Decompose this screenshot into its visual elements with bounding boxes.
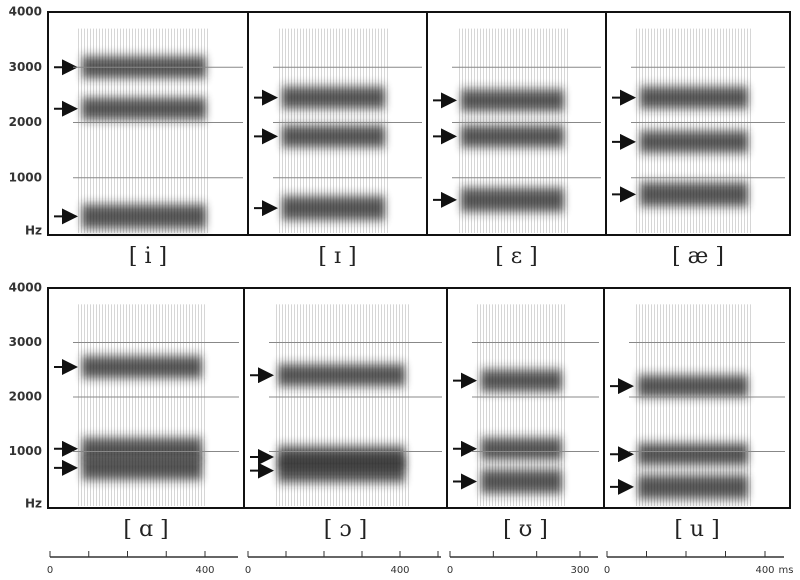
formant-band	[640, 86, 748, 109]
spectrogram-panel	[247, 11, 428, 236]
y-axis-label: 4000	[9, 5, 42, 19]
time-label: 300	[570, 565, 589, 576]
time-label: 0	[47, 565, 53, 576]
vowel-label: [ u ]	[674, 517, 719, 542]
formant-band	[638, 474, 748, 499]
formant-band	[282, 196, 385, 221]
spectrogram-panel	[243, 287, 448, 509]
y-axis-label: 4000	[9, 281, 42, 295]
spectrogram-panel	[47, 287, 245, 509]
y-axis-label: Hz	[25, 224, 42, 238]
formant-band	[282, 86, 385, 109]
y-axis-label: 3000	[9, 335, 42, 349]
panel-frame	[605, 11, 791, 236]
vowel-label: [ æ ]	[672, 244, 724, 269]
formant-band	[638, 443, 748, 466]
vowel-label: [ ʊ ]	[503, 517, 548, 542]
formant-band	[640, 130, 748, 153]
formant-band	[82, 97, 206, 120]
spectrogram-panel	[605, 11, 791, 236]
time-label: 400	[390, 565, 409, 576]
time-unit: ms	[779, 565, 794, 576]
y-axis-label: 3000	[9, 60, 42, 74]
time-label: 400	[755, 565, 774, 576]
speech-region	[634, 304, 752, 506]
formant-band	[82, 356, 202, 379]
formant-band	[481, 469, 562, 494]
formant-band	[640, 182, 748, 207]
spectrogram-panel	[603, 287, 791, 509]
y-axis-label: 2000	[9, 390, 42, 404]
formant-band	[461, 187, 564, 212]
spectrogram-panel	[47, 11, 249, 236]
time-label: 0	[245, 565, 251, 576]
formant-band	[82, 437, 202, 460]
vowel-label: [ i ]	[129, 244, 167, 269]
time-label: 0	[604, 565, 610, 576]
y-axis-label: 1000	[9, 170, 42, 184]
spectrogram-panel	[446, 287, 605, 509]
y-axis-label: 2000	[9, 115, 42, 129]
y-axis-label: 1000	[9, 444, 42, 458]
time-label: 400	[195, 565, 214, 576]
vowel-label: [ ɔ ]	[324, 517, 367, 542]
vowel-label: [ ɛ ]	[495, 244, 538, 269]
formant-band	[82, 204, 206, 229]
vowel-label: [ ɑ ]	[123, 517, 168, 542]
formant-band	[278, 445, 405, 468]
formant-band	[481, 369, 562, 392]
time-label: 0	[447, 565, 453, 576]
formant-band	[638, 375, 748, 398]
y-axis-label: Hz	[25, 497, 42, 511]
formant-band	[481, 437, 562, 460]
formant-band	[282, 125, 385, 148]
formant-band	[278, 364, 405, 387]
panel-frame	[603, 287, 791, 509]
vowel-label: [ ɪ ]	[318, 244, 356, 269]
formant-band	[82, 455, 202, 480]
formant-band	[461, 89, 564, 112]
spectrogram-panel	[426, 11, 607, 236]
formant-band	[461, 125, 564, 148]
